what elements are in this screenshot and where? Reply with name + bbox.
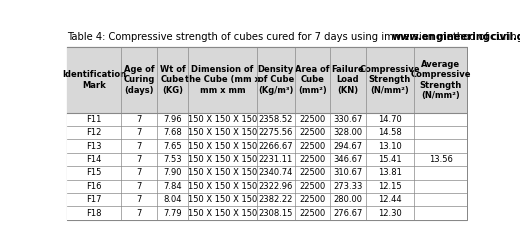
Text: 150 X 150 X 150: 150 X 150 X 150 <box>188 155 257 164</box>
Bar <box>67 113 467 126</box>
Text: 22500: 22500 <box>299 195 326 204</box>
Text: 12.15: 12.15 <box>378 182 401 191</box>
Text: 330.67: 330.67 <box>333 115 362 124</box>
Text: Density
of Cube
(Kg/m³): Density of Cube (Kg/m³) <box>257 65 294 95</box>
Text: 150 X 150 X 150: 150 X 150 X 150 <box>188 168 257 177</box>
Text: 310.67: 310.67 <box>333 168 362 177</box>
Text: 294.67: 294.67 <box>333 142 362 151</box>
Text: 13.56: 13.56 <box>428 155 452 164</box>
Text: 150 X 150 X 150: 150 X 150 X 150 <box>188 142 257 151</box>
Text: 14.58: 14.58 <box>378 128 402 137</box>
Bar <box>67 47 467 113</box>
Text: 280.00: 280.00 <box>333 195 362 204</box>
Text: 2322.96: 2322.96 <box>258 182 293 191</box>
Text: 150 X 150 X 150: 150 X 150 X 150 <box>188 128 257 137</box>
Text: F18: F18 <box>86 208 102 218</box>
Text: 22500: 22500 <box>299 142 326 151</box>
Text: Failure
Load
(KN): Failure Load (KN) <box>332 65 364 95</box>
Text: 150 X 150 X 150: 150 X 150 X 150 <box>188 115 257 124</box>
Text: 7.53: 7.53 <box>163 155 182 164</box>
Bar <box>67 166 467 180</box>
Text: 2308.15: 2308.15 <box>258 208 293 218</box>
Bar <box>67 206 467 220</box>
Text: 7.84: 7.84 <box>163 182 182 191</box>
Text: 7.68: 7.68 <box>163 128 182 137</box>
Text: F12: F12 <box>86 128 102 137</box>
Text: 22500: 22500 <box>299 168 326 177</box>
Text: F17: F17 <box>86 195 102 204</box>
Text: 7: 7 <box>137 155 142 164</box>
Text: 2231.11: 2231.11 <box>258 155 293 164</box>
Text: 22500: 22500 <box>299 115 326 124</box>
Text: 150 X 150 X 150: 150 X 150 X 150 <box>188 182 257 191</box>
Text: 22500: 22500 <box>299 208 326 218</box>
Text: 7: 7 <box>137 115 142 124</box>
Text: 7: 7 <box>137 182 142 191</box>
Text: 14.70: 14.70 <box>378 115 402 124</box>
Text: 7.79: 7.79 <box>163 208 182 218</box>
Text: 150 X 150 X 150: 150 X 150 X 150 <box>188 195 257 204</box>
Text: 22500: 22500 <box>299 155 326 164</box>
Text: F11: F11 <box>86 115 102 124</box>
Text: F13: F13 <box>86 142 102 151</box>
Text: Dimension of
the Cube (mm x
mm x mm: Dimension of the Cube (mm x mm x mm <box>185 65 260 95</box>
Text: 13.81: 13.81 <box>378 168 402 177</box>
Text: 7.96: 7.96 <box>163 115 182 124</box>
Text: 7: 7 <box>137 142 142 151</box>
Text: 8.04: 8.04 <box>163 195 182 204</box>
Text: 22500: 22500 <box>299 182 326 191</box>
Text: 7: 7 <box>137 195 142 204</box>
Text: 22500: 22500 <box>299 128 326 137</box>
Text: 276.67: 276.67 <box>333 208 362 218</box>
Text: 346.67: 346.67 <box>333 155 362 164</box>
Text: 2340.74: 2340.74 <box>258 168 293 177</box>
Text: Compressive
Strength
(N/mm²): Compressive Strength (N/mm²) <box>360 65 420 95</box>
Text: Identification
Mark: Identification Mark <box>62 70 126 90</box>
Text: 12.30: 12.30 <box>378 208 402 218</box>
Bar <box>67 180 467 193</box>
Text: 328.00: 328.00 <box>333 128 362 137</box>
Bar <box>67 139 467 153</box>
Text: 7.65: 7.65 <box>163 142 182 151</box>
Text: Average
Compressive
Strength
(N/mm²): Average Compressive Strength (N/mm²) <box>410 60 471 100</box>
Text: 7: 7 <box>137 168 142 177</box>
Text: 7: 7 <box>137 128 142 137</box>
Text: F14: F14 <box>86 155 102 164</box>
Text: Age of
Curing
(days): Age of Curing (days) <box>124 65 155 95</box>
Text: Wt of
Cube
(KG): Wt of Cube (KG) <box>160 65 186 95</box>
Bar <box>67 153 467 166</box>
Text: 13.10: 13.10 <box>378 142 402 151</box>
Text: 7.90: 7.90 <box>163 168 182 177</box>
Text: 15.41: 15.41 <box>378 155 401 164</box>
Bar <box>67 126 467 139</box>
Text: 2275.56: 2275.56 <box>258 128 293 137</box>
Text: 2358.52: 2358.52 <box>258 115 293 124</box>
Text: 2266.67: 2266.67 <box>258 142 293 151</box>
Text: 7: 7 <box>137 208 142 218</box>
Text: F15: F15 <box>86 168 102 177</box>
Text: Area of
Cube
(mm²): Area of Cube (mm²) <box>295 65 330 95</box>
Text: F16: F16 <box>86 182 102 191</box>
Text: Table 4: Compressive strength of cubes cured for 7 days using immersion method o: Table 4: Compressive strength of cubes c… <box>67 32 520 42</box>
Text: www.engineeringcivil.com: www.engineeringcivil.com <box>392 32 520 42</box>
Text: 150 X 150 X 150: 150 X 150 X 150 <box>188 208 257 218</box>
Text: 12.44: 12.44 <box>378 195 401 204</box>
Bar <box>67 193 467 206</box>
Text: 273.33: 273.33 <box>333 182 362 191</box>
Text: 2382.22: 2382.22 <box>258 195 293 204</box>
